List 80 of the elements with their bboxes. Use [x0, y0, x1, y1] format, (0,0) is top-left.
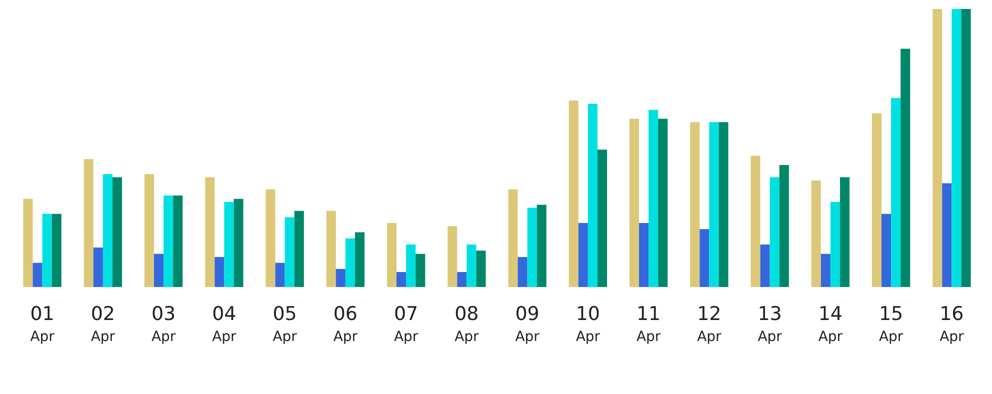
bar	[629, 118, 640, 287]
bar	[840, 177, 850, 287]
bar	[891, 98, 901, 287]
bar	[205, 177, 215, 287]
bar	[326, 210, 336, 287]
bar	[448, 226, 458, 287]
bar	[900, 48, 910, 287]
bar	[770, 177, 780, 287]
x-tick-label: 07 Apr	[394, 303, 418, 345]
bar	[811, 180, 821, 287]
bar	[568, 100, 578, 287]
bar	[882, 214, 892, 287]
bar	[476, 250, 486, 287]
x-tick-label: 12 Apr	[697, 303, 722, 345]
bar	[294, 210, 304, 287]
bar	[84, 159, 94, 287]
bar	[112, 177, 122, 287]
bar	[527, 208, 537, 287]
x-tick-label: 08 Apr	[454, 303, 480, 345]
bar	[284, 217, 294, 287]
bar	[42, 214, 52, 287]
bar	[406, 244, 416, 287]
bar	[709, 122, 719, 287]
bar	[648, 110, 658, 287]
x-tick-label: 10 Apr	[576, 303, 600, 345]
bar	[942, 183, 952, 287]
bar	[52, 214, 62, 287]
bar	[224, 202, 234, 287]
bar	[93, 248, 103, 287]
bar	[396, 272, 406, 287]
bar	[597, 150, 608, 287]
bar	[872, 113, 882, 287]
x-tick-label: 13 Apr	[758, 303, 782, 345]
x-tick-label: 09 Apr	[515, 303, 540, 345]
bar	[639, 223, 649, 287]
bar	[275, 262, 285, 287]
bar	[345, 238, 355, 287]
bar	[466, 244, 476, 287]
bar	[386, 223, 397, 287]
x-tick-label: 01 Apr	[30, 303, 55, 345]
x-tick-label: 05 Apr	[272, 303, 298, 345]
x-tick-label: 03 Apr	[151, 303, 176, 345]
x-tick-label: 06 Apr	[333, 303, 358, 345]
x-tick-label: 16 Apr	[940, 303, 964, 345]
bar	[760, 244, 770, 287]
bar	[536, 204, 546, 287]
bar	[154, 254, 164, 287]
bar	[658, 118, 668, 287]
bar	[700, 229, 710, 287]
bar	[820, 254, 830, 287]
bar	[214, 256, 224, 287]
bar	[354, 232, 365, 287]
bar	[457, 272, 467, 287]
x-tick-label: 14 Apr	[818, 303, 843, 345]
bar	[234, 198, 244, 287]
bar	[144, 174, 154, 287]
bar	[32, 262, 42, 287]
bar	[578, 223, 588, 287]
bar	[164, 196, 174, 287]
bar	[718, 122, 728, 287]
x-tick-label: 04 Apr	[212, 303, 237, 345]
bar	[416, 254, 426, 287]
bar	[102, 174, 112, 287]
bar	[266, 189, 276, 287]
bar	[961, 9, 971, 287]
bar	[23, 198, 33, 287]
bar	[779, 164, 789, 287]
bar	[750, 156, 760, 287]
bar	[588, 104, 598, 287]
bar	[932, 9, 942, 287]
bar	[952, 9, 962, 287]
bar	[173, 196, 183, 287]
bar	[336, 268, 346, 287]
x-tick-label: 02 Apr	[90, 303, 116, 345]
x-tick-label: 11 Apr	[636, 303, 661, 345]
x-tick-label: 15 Apr	[878, 303, 904, 345]
bar	[690, 122, 700, 287]
bar	[518, 256, 528, 287]
bar	[508, 189, 518, 287]
bar	[830, 202, 840, 287]
